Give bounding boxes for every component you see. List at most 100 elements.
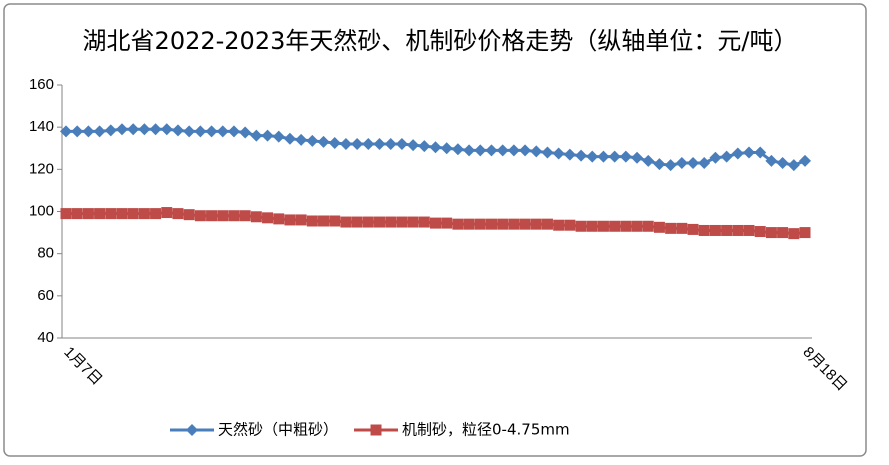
data-point — [441, 217, 453, 229]
data-point — [776, 157, 789, 170]
data-point — [206, 210, 218, 222]
data-point — [384, 138, 397, 151]
data-point — [339, 138, 352, 151]
data-point — [171, 124, 184, 137]
data-point — [351, 216, 363, 228]
chart-title: 湖北省2022-2023年天然砂、机制砂价格走势（纵轴单位：元/吨） — [83, 27, 798, 55]
data-point — [788, 228, 800, 240]
data-point — [60, 208, 72, 220]
data-point — [205, 125, 218, 138]
data-point — [631, 151, 644, 164]
data-point — [743, 146, 756, 159]
data-point — [508, 218, 520, 230]
data-point — [104, 124, 117, 137]
data-point — [362, 216, 374, 228]
data-point — [273, 213, 285, 225]
data-point — [507, 144, 520, 157]
data-point — [115, 123, 128, 136]
data-point — [665, 222, 677, 234]
data-point — [586, 220, 598, 232]
data-point — [497, 218, 509, 230]
data-point — [474, 218, 486, 230]
data-point — [407, 216, 419, 228]
data-point — [440, 142, 453, 155]
data-point — [396, 216, 408, 228]
data-point — [105, 208, 117, 220]
data-point — [374, 216, 386, 228]
data-point — [395, 138, 408, 151]
data-point — [541, 146, 554, 159]
data-point — [373, 138, 386, 151]
data-point — [687, 157, 700, 170]
data-point — [675, 157, 688, 170]
data-point — [541, 218, 553, 230]
data-point — [183, 125, 196, 138]
data-point — [485, 218, 497, 230]
data-point — [430, 217, 441, 229]
data-point — [295, 214, 307, 226]
data-point — [418, 216, 430, 228]
y-tick-label: 100 — [29, 202, 54, 219]
data-point — [787, 159, 800, 172]
data-point — [385, 216, 397, 228]
data-point — [698, 157, 711, 170]
data-point — [698, 224, 710, 236]
data-point — [295, 133, 308, 146]
data-point — [642, 154, 655, 167]
data-point — [743, 224, 755, 236]
data-point — [261, 129, 274, 142]
data-point — [553, 219, 565, 231]
data-point — [138, 123, 151, 136]
data-point — [732, 224, 744, 236]
data-point — [620, 220, 632, 232]
data-point — [676, 222, 688, 234]
data-point — [217, 210, 229, 222]
data-point — [418, 140, 431, 153]
data-point — [227, 125, 240, 138]
data-point — [519, 144, 532, 157]
data-point — [586, 150, 599, 163]
data-point — [194, 210, 206, 222]
data-point — [608, 150, 621, 163]
data-point — [564, 219, 576, 231]
data-point — [765, 227, 777, 239]
data-point — [519, 218, 531, 230]
data-point — [642, 220, 654, 232]
data-point — [429, 141, 442, 154]
data-point — [306, 134, 319, 147]
data-point — [318, 215, 330, 227]
data-point — [351, 138, 364, 151]
data-point — [619, 150, 632, 163]
data-point — [664, 159, 677, 172]
data-point — [451, 143, 464, 156]
data-point — [161, 207, 173, 219]
data-point — [116, 208, 128, 220]
data-point — [71, 125, 84, 138]
data-point — [709, 224, 721, 236]
data-point — [777, 227, 789, 239]
data-point — [653, 221, 665, 233]
data-point — [317, 135, 330, 148]
y-tick-label: 120 — [29, 160, 54, 177]
legend-label: 天然砂（中粗砂） — [218, 421, 338, 439]
data-point — [799, 227, 811, 239]
data-point — [93, 125, 106, 138]
data-point — [575, 220, 587, 232]
data-point — [82, 208, 94, 220]
data-point — [283, 132, 296, 145]
data-point — [709, 151, 722, 164]
data-point — [496, 144, 509, 157]
data-point — [183, 209, 195, 221]
data-point — [272, 130, 285, 143]
data-point — [172, 208, 184, 220]
data-point — [329, 215, 341, 227]
data-point — [530, 145, 543, 158]
data-point — [160, 123, 173, 136]
data-point — [575, 149, 588, 162]
data-point — [150, 208, 162, 220]
data-point — [362, 138, 375, 151]
chart-border — [3, 3, 867, 457]
data-point — [799, 154, 811, 167]
data-point — [597, 150, 610, 163]
data-point — [765, 154, 778, 167]
